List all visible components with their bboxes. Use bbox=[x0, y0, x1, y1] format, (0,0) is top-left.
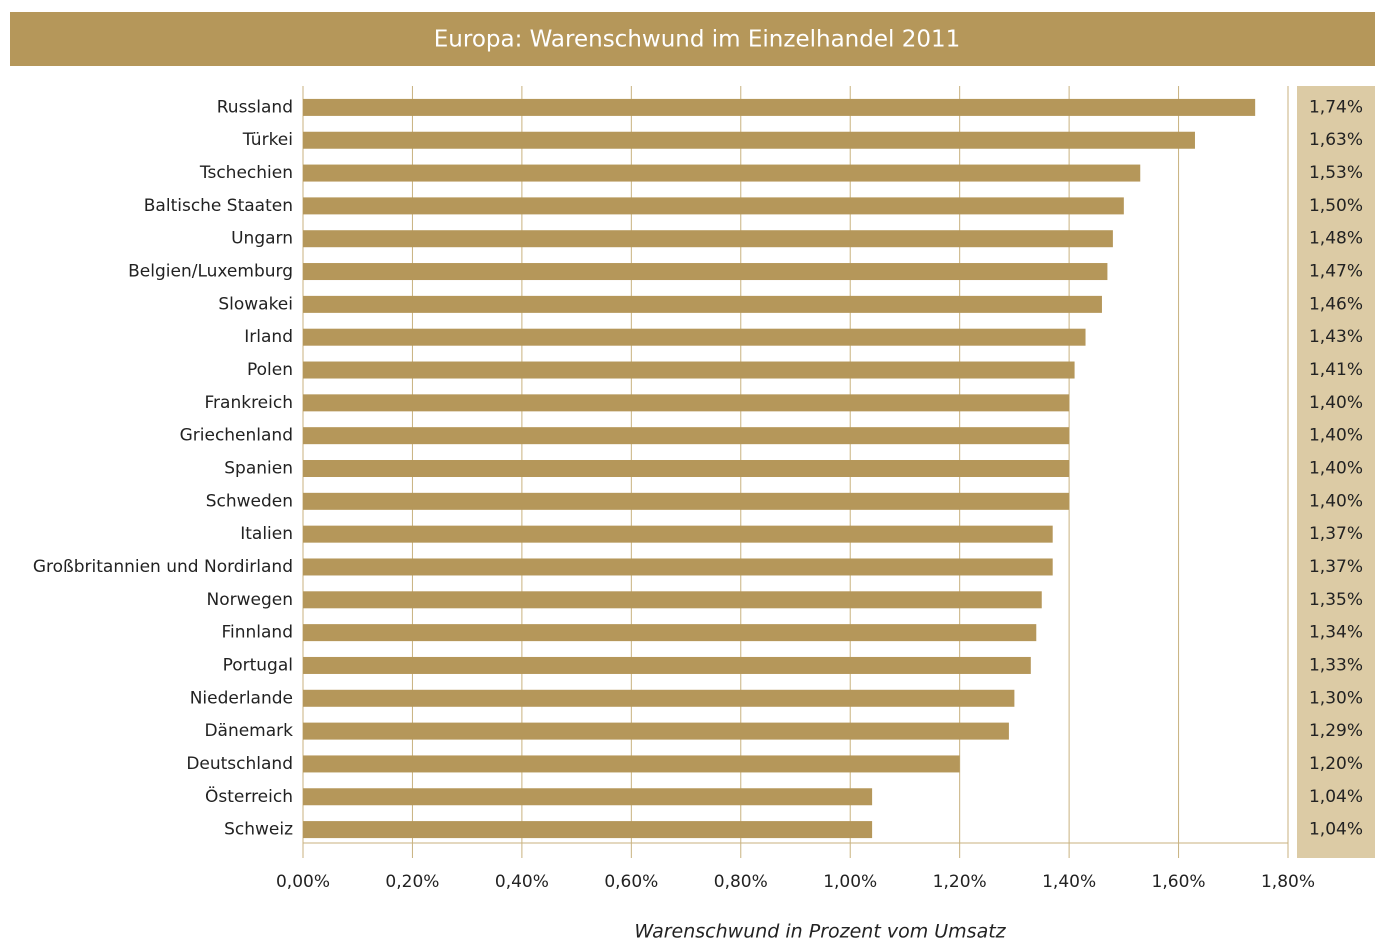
y-tick-label: Türkei bbox=[242, 130, 293, 150]
value-label: 1,20% bbox=[1309, 754, 1363, 774]
y-tick-label: Russland bbox=[217, 97, 293, 117]
bar bbox=[303, 591, 1042, 609]
value-label: 1,37% bbox=[1309, 524, 1363, 544]
y-tick-label: Finnland bbox=[221, 623, 293, 643]
bar bbox=[303, 525, 1053, 543]
bar bbox=[303, 460, 1070, 477]
y-tick-label: Deutschland bbox=[186, 754, 293, 774]
y-tick-label: Polen bbox=[247, 360, 293, 380]
y-tick-label: Belgien/Luxemburg bbox=[128, 262, 293, 282]
bar bbox=[303, 624, 1037, 642]
value-label: 1,30% bbox=[1309, 688, 1363, 708]
x-tick-label: 1,00% bbox=[823, 872, 877, 892]
y-tick-label: Norwegen bbox=[207, 590, 294, 610]
bar bbox=[303, 197, 1124, 215]
value-label: 1,04% bbox=[1309, 820, 1363, 840]
value-label: 1,41% bbox=[1309, 360, 1363, 380]
x-axis-label: Warenschwund in Prozent vom Umsatz bbox=[634, 921, 1006, 942]
bar bbox=[303, 328, 1086, 346]
value-label: 1,50% bbox=[1309, 196, 1363, 216]
bar bbox=[303, 263, 1108, 281]
y-tick-label: Schweiz bbox=[224, 820, 293, 840]
value-label: 1,04% bbox=[1309, 787, 1363, 807]
value-label: 1,48% bbox=[1309, 229, 1363, 249]
bar bbox=[303, 492, 1070, 510]
y-tick-label: Slowakei bbox=[218, 294, 293, 314]
bar bbox=[303, 164, 1141, 182]
y-tick-label: Tschechien bbox=[199, 163, 293, 183]
value-label: 1,40% bbox=[1309, 459, 1363, 479]
value-panel bbox=[1297, 86, 1375, 858]
value-label: 1,53% bbox=[1309, 163, 1363, 183]
y-tick-label: Dänemark bbox=[204, 721, 293, 741]
bar bbox=[303, 98, 1256, 116]
value-label: 1,47% bbox=[1309, 262, 1363, 282]
x-tick-label: 1,80% bbox=[1261, 872, 1315, 892]
bar bbox=[303, 788, 873, 806]
value-label: 1,40% bbox=[1309, 393, 1363, 413]
y-tick-label: Griechenland bbox=[180, 426, 293, 446]
x-tick-label: 0,00% bbox=[276, 872, 330, 892]
y-tick-label: Österreich bbox=[205, 785, 293, 807]
value-label: 1,40% bbox=[1309, 426, 1363, 446]
value-label: 1,37% bbox=[1309, 557, 1363, 577]
bar bbox=[303, 394, 1070, 412]
bar bbox=[303, 722, 1009, 740]
y-tick-label: Irland bbox=[244, 327, 293, 347]
value-label: 1,35% bbox=[1309, 590, 1363, 610]
title-banner bbox=[10, 12, 1375, 66]
bar bbox=[303, 131, 1195, 149]
value-label: 1,34% bbox=[1309, 623, 1363, 643]
y-tick-label: Spanien bbox=[224, 459, 293, 479]
value-label: 1,29% bbox=[1309, 721, 1363, 741]
y-tick-label: Niederlande bbox=[190, 688, 293, 708]
bar bbox=[303, 361, 1075, 379]
x-tick-label: 0,40% bbox=[495, 872, 549, 892]
x-tick-label: 0,20% bbox=[385, 872, 439, 892]
bar bbox=[303, 689, 1015, 707]
y-tick-label: Portugal bbox=[223, 655, 293, 675]
bar bbox=[303, 558, 1053, 576]
y-tick-label: Italien bbox=[240, 524, 293, 544]
y-tick-label: Schweden bbox=[206, 491, 293, 511]
value-label: 1,46% bbox=[1309, 294, 1363, 314]
bar bbox=[303, 230, 1113, 248]
value-label: 1,33% bbox=[1309, 655, 1363, 675]
value-label: 1,63% bbox=[1309, 130, 1363, 150]
value-label: 1,74% bbox=[1309, 97, 1363, 117]
y-tick-label: Großbritannien und Nordirland bbox=[33, 557, 293, 577]
bar bbox=[303, 295, 1102, 313]
x-tick-label: 1,40% bbox=[1042, 872, 1096, 892]
chart-title: Europa: Warenschwund im Einzelhandel 201… bbox=[434, 27, 960, 53]
x-tick-label: 0,60% bbox=[604, 872, 658, 892]
bar bbox=[303, 427, 1070, 445]
value-label: 1,43% bbox=[1309, 327, 1363, 347]
bar bbox=[303, 656, 1031, 674]
value-label: 1,40% bbox=[1309, 491, 1363, 511]
y-tick-label: Baltische Staaten bbox=[144, 196, 293, 216]
bar bbox=[303, 821, 873, 839]
y-tick-label: Frankreich bbox=[205, 393, 294, 413]
bar bbox=[303, 755, 960, 773]
y-tick-label: Ungarn bbox=[231, 229, 293, 249]
x-tick-label: 1,20% bbox=[933, 872, 987, 892]
x-tick-label: 1,60% bbox=[1152, 872, 1206, 892]
x-tick-label: 0,80% bbox=[714, 872, 768, 892]
